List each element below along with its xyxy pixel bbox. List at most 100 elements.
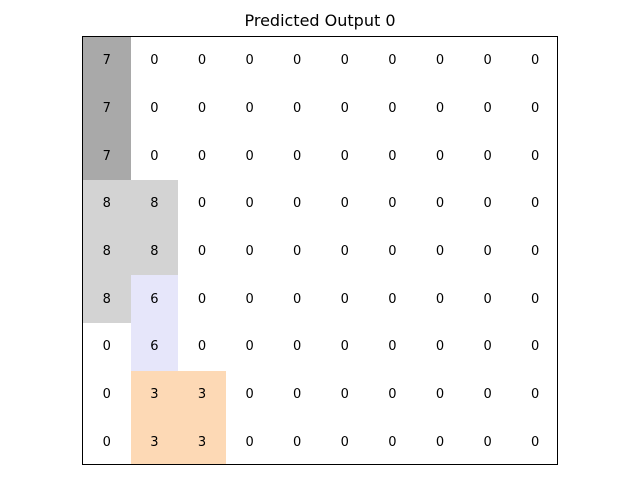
grid-cell: 0 — [273, 37, 321, 85]
grid-cell: 0 — [178, 275, 226, 323]
grid-cell: 3 — [178, 370, 226, 419]
grid-cell: 8 — [83, 227, 131, 276]
grid-cell: 0 — [273, 323, 321, 371]
grid-cell: 7 — [83, 132, 131, 180]
grid-cell: 0 — [321, 275, 369, 323]
grid-cell: 0 — [321, 37, 369, 85]
grid-cell: 8 — [83, 275, 131, 323]
grid-cell: 0 — [273, 132, 321, 180]
figure-title: Predicted Output 0 — [244, 11, 396, 30]
grid-cell: 0 — [178, 37, 226, 85]
grid-cell: 3 — [130, 418, 179, 464]
grid-cell: 0 — [511, 323, 557, 371]
grid-cell: 0 — [511, 132, 557, 180]
grid-cell: 3 — [130, 370, 179, 419]
grid-cell: 0 — [273, 275, 321, 323]
grid-cell: 0 — [511, 275, 557, 323]
grid-cell: 0 — [178, 132, 226, 180]
grid-cell: 0 — [368, 84, 417, 133]
grid-cell: 6 — [130, 323, 179, 371]
grid-cell: 0 — [225, 227, 274, 276]
grid-cell: 0 — [225, 323, 274, 371]
grid-cell: 0 — [368, 323, 417, 371]
grid-cell: 0 — [416, 275, 464, 323]
grid-cell: 0 — [416, 180, 464, 228]
grid-cell: 0 — [321, 84, 369, 133]
grid-cell: 0 — [463, 323, 512, 371]
grid-cell: 0 — [178, 84, 226, 133]
grid-cell: 0 — [368, 370, 417, 419]
grid-cell: 6 — [130, 275, 179, 323]
grid-cell: 0 — [368, 132, 417, 180]
grid-cell: 0 — [511, 180, 557, 228]
grid-cell: 0 — [273, 84, 321, 133]
grid-cell: 0 — [463, 370, 512, 419]
grid-cell: 0 — [225, 370, 274, 419]
grid-cell: 0 — [130, 84, 179, 133]
grid-cell: 8 — [130, 180, 179, 228]
grid-cell: 7 — [83, 37, 131, 85]
grid-cell: 0 — [273, 227, 321, 276]
grid-cell: 0 — [511, 370, 557, 419]
grid-cell: 8 — [130, 227, 179, 276]
grid-cell: 0 — [225, 275, 274, 323]
grid-cell: 0 — [225, 132, 274, 180]
grid-cell: 0 — [416, 132, 464, 180]
grid-cell: 0 — [416, 370, 464, 419]
grid-cell: 0 — [321, 323, 369, 371]
grid-cell: 0 — [416, 418, 464, 464]
grid-cell: 3 — [178, 418, 226, 464]
grid-cell: 0 — [273, 370, 321, 419]
grid-cell: 8 — [83, 180, 131, 228]
grid-cell: 0 — [178, 227, 226, 276]
grid-cell: 0 — [83, 418, 131, 464]
grid-cell: 0 — [368, 180, 417, 228]
grid-cell: 0 — [321, 132, 369, 180]
grid-cell: 0 — [368, 275, 417, 323]
grid-cell: 0 — [511, 418, 557, 464]
grid-cell: 0 — [178, 180, 226, 228]
grid-cell: 0 — [321, 418, 369, 464]
grid-cell: 0 — [130, 132, 179, 180]
grid-cell: 0 — [463, 180, 512, 228]
grid-cell: 0 — [83, 370, 131, 419]
grid-cell: 0 — [178, 323, 226, 371]
grid-cell: 0 — [463, 418, 512, 464]
grid-cell: 0 — [368, 37, 417, 85]
grid-cell: 0 — [463, 37, 512, 85]
grid-cell: 0 — [130, 37, 179, 85]
grid-cell: 0 — [83, 323, 131, 371]
grid-cell: 0 — [511, 84, 557, 133]
grid-cell: 0 — [416, 227, 464, 276]
grid-cell: 0 — [416, 323, 464, 371]
grid-cell: 0 — [463, 275, 512, 323]
grid-cell: 0 — [511, 227, 557, 276]
grid-cell: 0 — [321, 227, 369, 276]
grid-cell: 0 — [463, 227, 512, 276]
grid-cell: 0 — [463, 132, 512, 180]
grid-cell: 0 — [273, 180, 321, 228]
grid-cell: 0 — [416, 84, 464, 133]
grid-cell: 0 — [368, 418, 417, 464]
grid-cell: 0 — [511, 37, 557, 85]
grid-cell: 0 — [273, 418, 321, 464]
grid-cell: 0 — [368, 227, 417, 276]
grid-cell: 0 — [321, 370, 369, 419]
grid-cell: 0 — [416, 37, 464, 85]
grid-cell: 0 — [225, 37, 274, 85]
grid-cell: 0 — [225, 418, 274, 464]
grid-cell: 0 — [225, 180, 274, 228]
grid-cell: 0 — [463, 84, 512, 133]
grid-cell: 0 — [225, 84, 274, 133]
grid-cell: 0 — [321, 180, 369, 228]
